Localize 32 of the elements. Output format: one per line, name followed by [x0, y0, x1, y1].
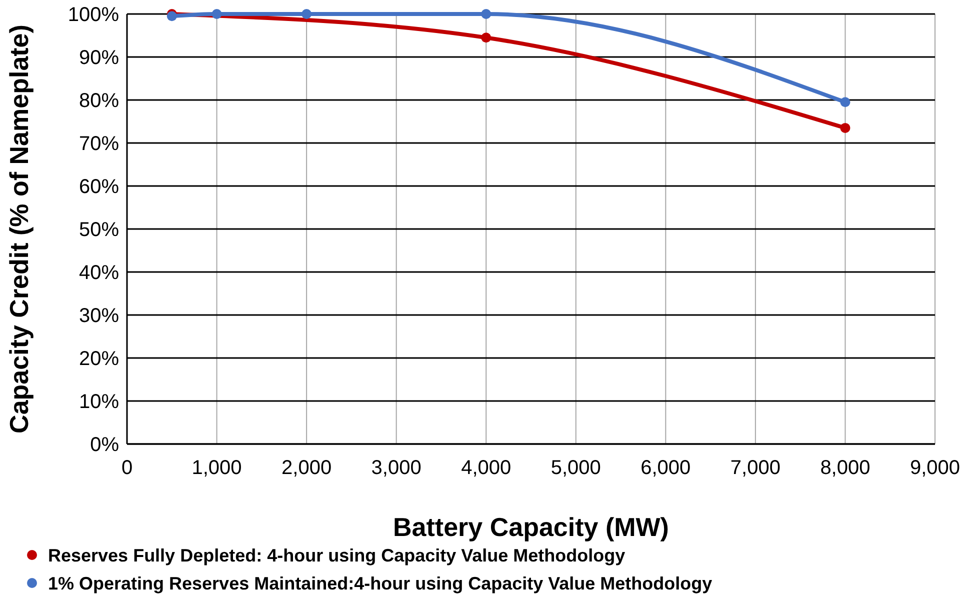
y-tick-label: 70%: [78, 133, 120, 155]
x-tick-label: 2,000: [282, 457, 332, 479]
legend-label: Reserves Fully Depleted: 4-hour using Capacity Value Methodology: [48, 545, 626, 566]
point: [166, 11, 177, 22]
y-tick-label: 50%: [78, 219, 120, 241]
x-tick-label: 8,000: [820, 457, 870, 479]
x-tick-label: 3,000: [371, 457, 422, 479]
x-tick-label: 7,000: [730, 457, 780, 479]
y-tick-label: 0%: [90, 434, 120, 456]
y-tick-label: 30%: [78, 305, 120, 327]
legend-label: 1% Operating Reserves Maintained:4-hour using Capacity Value Methodology: [48, 573, 712, 594]
x-axis-title: Battery Capacity (MW): [393, 512, 669, 542]
point: [840, 97, 850, 108]
y-tick-label: 20%: [78, 348, 120, 370]
y-tick-label: 40%: [78, 262, 120, 284]
y-tick-label: 100%: [68, 4, 120, 26]
y-tick-label: 90%: [78, 47, 120, 69]
y-axis-title: Capacity Credit (% of Nameplate): [4, 24, 34, 434]
x-tick-label: 1,000: [192, 457, 242, 479]
point: [840, 122, 850, 133]
y-tick-label: 80%: [78, 90, 120, 112]
y-tick-label: 10%: [78, 391, 120, 413]
x-tick-label: 0: [121, 457, 133, 479]
x-tick-label: 9,000: [910, 457, 960, 479]
x-tick-label: 6,000: [640, 457, 691, 479]
x-tick-label: 5,000: [550, 457, 601, 479]
point: [302, 9, 312, 19]
x-tick-label: 4,000: [461, 457, 512, 479]
point: [212, 9, 222, 19]
point: [481, 32, 492, 43]
y-tick-label: 60%: [78, 176, 120, 198]
point: [481, 9, 492, 19]
